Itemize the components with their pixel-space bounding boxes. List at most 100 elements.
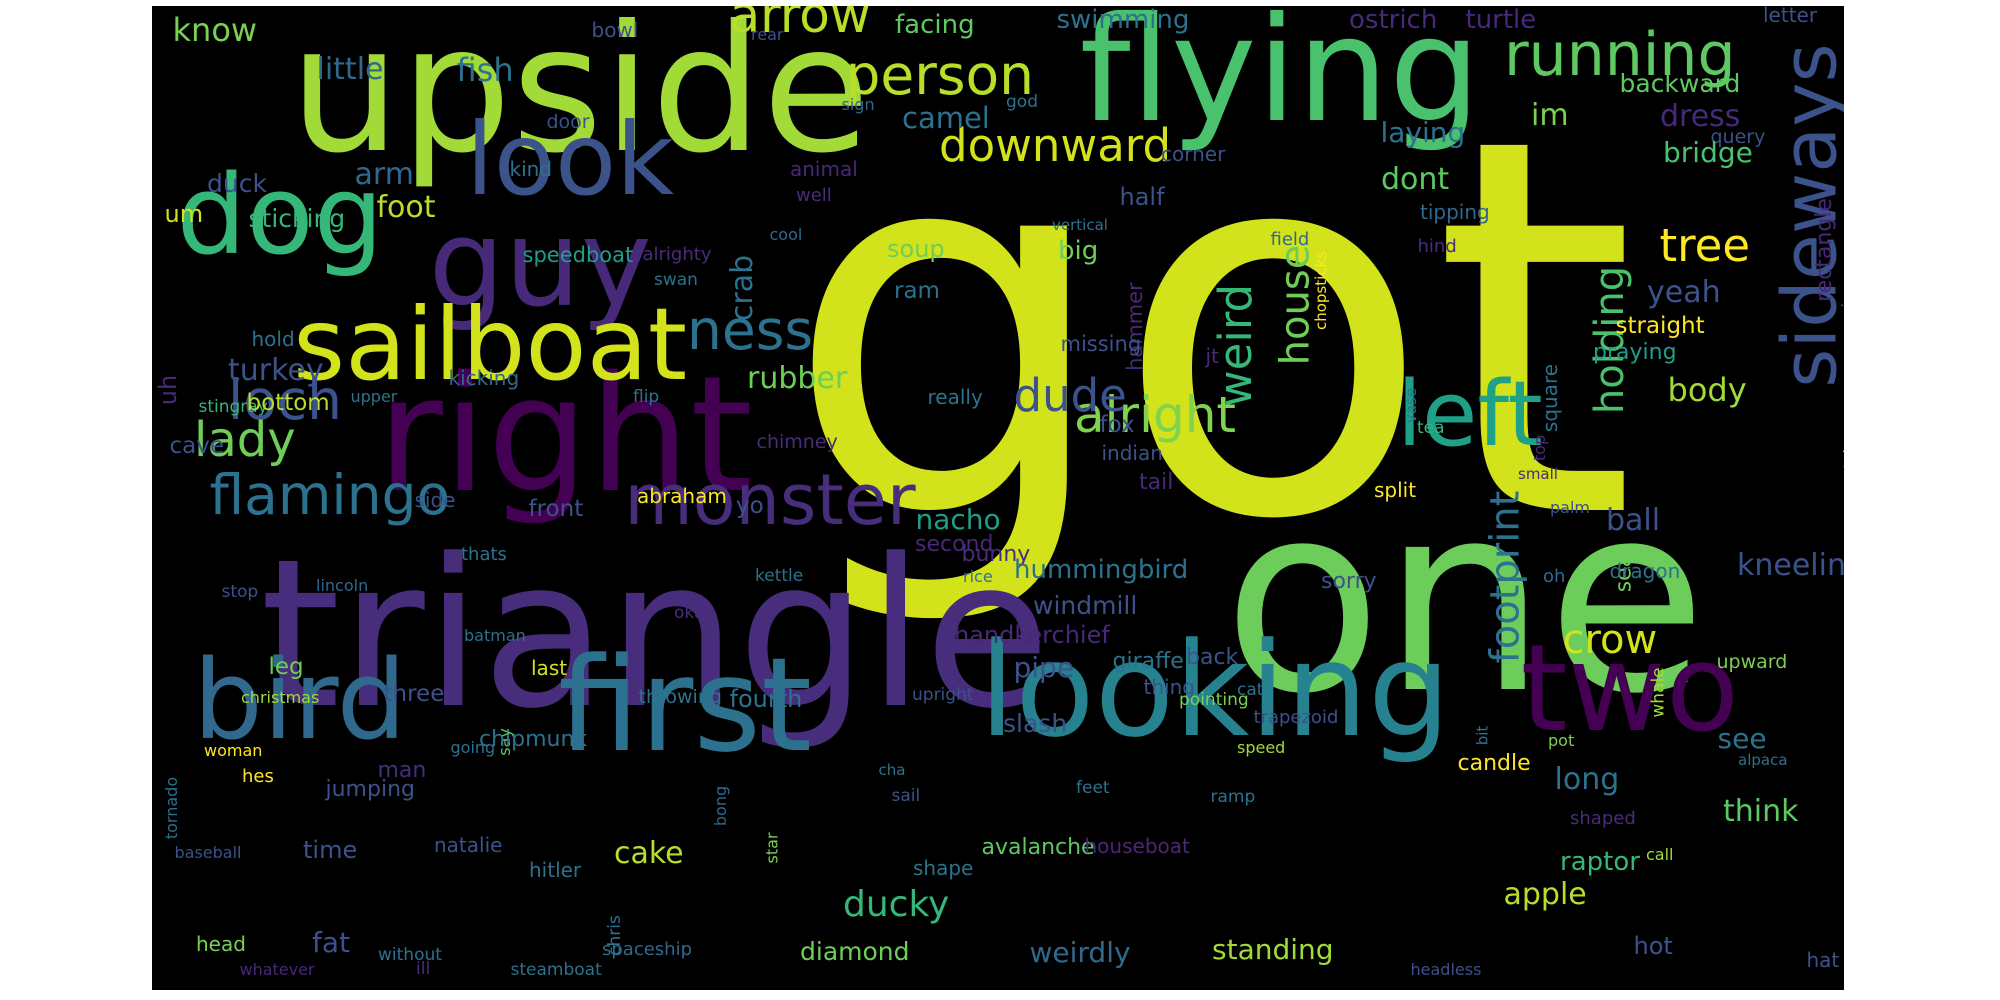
word-ramp: ramp bbox=[1210, 786, 1256, 807]
word-houseboat: houseboat bbox=[1084, 834, 1190, 858]
word-body: body bbox=[1667, 371, 1747, 409]
word-fish: fish bbox=[456, 51, 514, 89]
word-sign: sign bbox=[841, 95, 875, 114]
word-dont: dont bbox=[1381, 162, 1450, 197]
word-giraffe: giraffe bbox=[1112, 649, 1184, 674]
word-ball: ball bbox=[1606, 503, 1661, 538]
word-straight: straight bbox=[1615, 312, 1705, 339]
word-ducky: ducky bbox=[843, 884, 950, 925]
word-kneeling: kneeling bbox=[1737, 548, 1844, 583]
word-pointing: pointing bbox=[1179, 689, 1249, 710]
word-first: first bbox=[558, 629, 813, 781]
word-know: know bbox=[172, 11, 258, 49]
word-thing: thing bbox=[1143, 675, 1195, 699]
word-foot: foot bbox=[376, 190, 436, 225]
word-im: im bbox=[1531, 98, 1569, 133]
word-natalie: natalie bbox=[434, 833, 503, 857]
word-three: three bbox=[383, 680, 445, 707]
word-person: person bbox=[845, 42, 1035, 107]
word-second: second bbox=[915, 532, 994, 557]
word-feet: feet bbox=[1076, 777, 1110, 798]
word-headless: headless bbox=[1410, 960, 1482, 979]
word-bunny: bunny bbox=[961, 542, 1031, 567]
word-russian: russian bbox=[1837, 283, 1844, 341]
word-upside: upside bbox=[289, 6, 871, 192]
word-uh: uh bbox=[154, 374, 183, 406]
word-ram: ram bbox=[894, 277, 940, 304]
word-front: front bbox=[528, 495, 584, 522]
word-turtle: turtle bbox=[1465, 6, 1537, 35]
word-call: call bbox=[1646, 845, 1674, 864]
word-hitler: hitler bbox=[529, 858, 582, 882]
word-baseball: baseball bbox=[174, 843, 242, 862]
word-flamingo: flamingo bbox=[209, 462, 451, 527]
word-hind: hind bbox=[1417, 236, 1457, 257]
word-house: house bbox=[1271, 244, 1318, 366]
word-rear: rear bbox=[751, 25, 784, 44]
word-rectangle: rectangle bbox=[1811, 198, 1837, 302]
word-dragon: dragon bbox=[1609, 559, 1681, 583]
word-look: look bbox=[466, 101, 675, 218]
word-standing: standing bbox=[1212, 933, 1334, 966]
word-left: left bbox=[1397, 362, 1543, 467]
word-fox: fox bbox=[1099, 411, 1135, 438]
word-woman: woman bbox=[204, 741, 263, 760]
word-got: got bbox=[784, 27, 1637, 633]
word-alrighty: alrighty bbox=[642, 244, 712, 265]
word-duck: duck bbox=[207, 168, 267, 198]
word-flip: flip bbox=[633, 386, 660, 407]
word-loch: loch bbox=[228, 367, 343, 432]
word-star: star bbox=[762, 832, 781, 864]
word-top: top bbox=[1530, 434, 1550, 462]
word-okay: okay bbox=[674, 602, 715, 623]
word-dog: dog bbox=[176, 151, 384, 279]
word-animal: animal bbox=[790, 157, 858, 181]
word-sailboat: sailboat bbox=[293, 286, 688, 403]
word-praying: praying bbox=[1593, 340, 1677, 365]
word-jumping: jumping bbox=[325, 777, 415, 802]
word-mountain: mountain bbox=[1840, 439, 1844, 511]
word-crow: crow bbox=[1562, 617, 1658, 663]
word-without: without bbox=[378, 944, 442, 965]
word-hat: hat bbox=[1806, 948, 1840, 972]
word-hold: hold bbox=[251, 327, 295, 351]
word-looking: looking bbox=[979, 614, 1451, 766]
word-shaped: shaped bbox=[1570, 808, 1636, 829]
word-christmas: christmas bbox=[241, 688, 320, 707]
word-raptor: raptor bbox=[1560, 847, 1640, 877]
word-cave: cave bbox=[169, 432, 225, 459]
word-ill: ill bbox=[416, 958, 431, 979]
word-two: two bbox=[1520, 620, 1740, 759]
word-shape: shape bbox=[913, 856, 974, 880]
word-long: long bbox=[1554, 762, 1620, 797]
word-tornado: tornado bbox=[162, 776, 182, 840]
word-alpaca: alpaca bbox=[1738, 750, 1788, 769]
word-facing: facing bbox=[895, 10, 975, 40]
word-pot: pot bbox=[1548, 731, 1575, 750]
word-bong: bong bbox=[711, 785, 731, 827]
word-monster: monster bbox=[624, 459, 916, 541]
word-speed: speed bbox=[1237, 738, 1286, 757]
word-really: really bbox=[927, 385, 983, 409]
word-bit: bit bbox=[1473, 725, 1492, 745]
word-door: door bbox=[546, 110, 590, 133]
word-windmill: windmill bbox=[1033, 590, 1138, 620]
word-corner: corner bbox=[1161, 142, 1226, 166]
word-sail: sail bbox=[891, 785, 921, 806]
word-abraham: abraham bbox=[637, 484, 727, 508]
word-running: running bbox=[1504, 20, 1736, 90]
word-palm: palm bbox=[1550, 498, 1590, 517]
word-rubber: rubber bbox=[747, 361, 848, 396]
word-trapezoid: trapezoid bbox=[1253, 707, 1339, 728]
word-triangle: triangle bbox=[260, 515, 1051, 754]
word-field: field bbox=[1270, 229, 1310, 250]
word-turkey: turkey bbox=[228, 353, 324, 388]
word-slash: slash bbox=[1003, 708, 1068, 738]
word-tea: tea bbox=[1417, 417, 1445, 438]
word-leg: leg bbox=[268, 653, 304, 680]
word-going: going bbox=[450, 738, 496, 757]
word-jt: jt bbox=[1205, 344, 1219, 368]
word-spaceship: spaceship bbox=[602, 939, 693, 960]
word-laying: laying bbox=[1380, 116, 1466, 149]
word-bird: bird bbox=[193, 636, 407, 764]
